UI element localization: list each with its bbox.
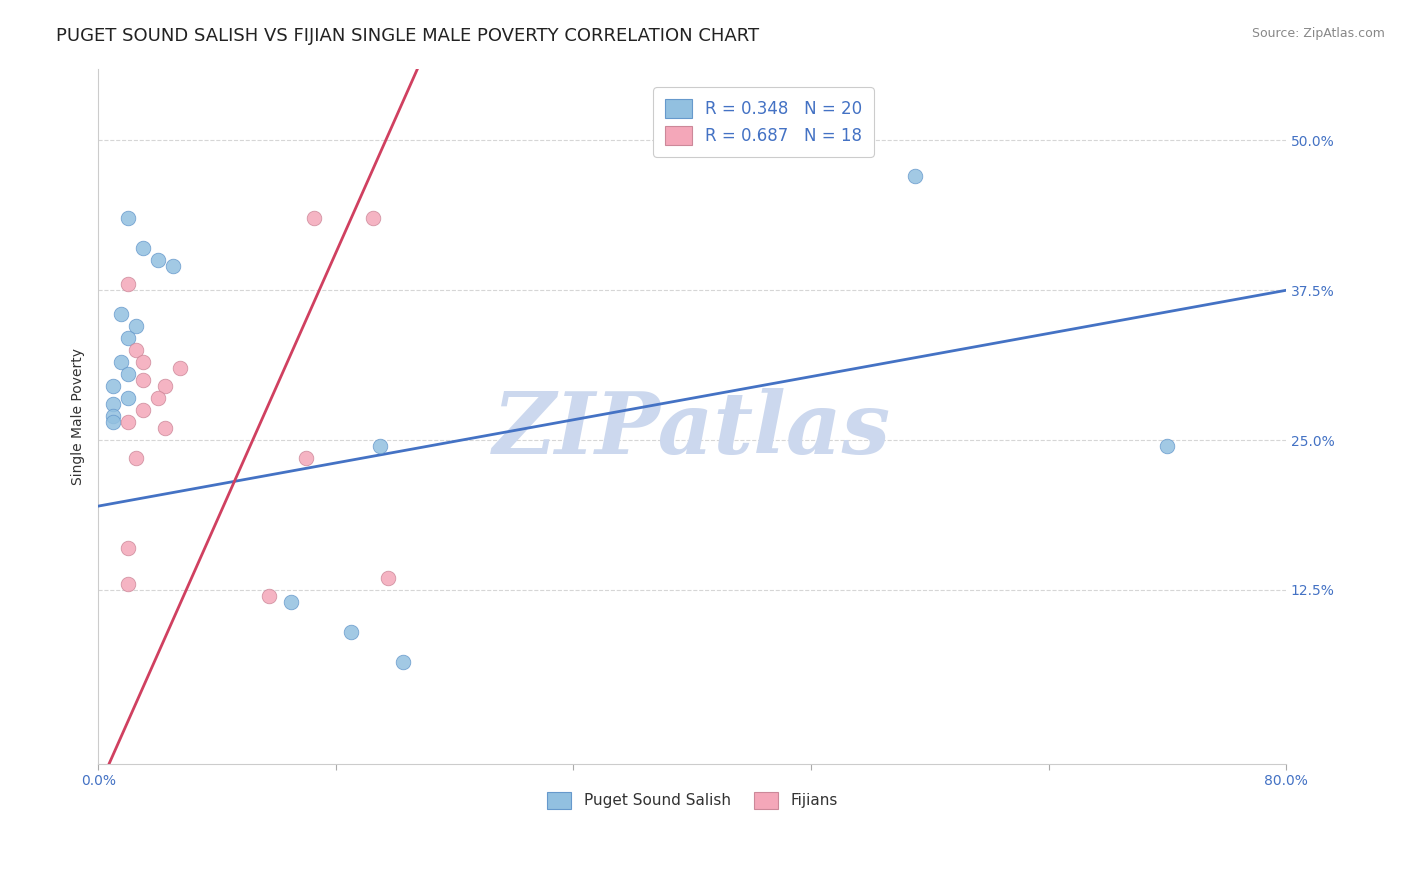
Point: [132, 373, 155, 387]
Point: [361, 211, 384, 226]
Text: Source: ZipAtlas.com: Source: ZipAtlas.com: [1251, 27, 1385, 40]
Point: [377, 571, 399, 585]
Point: [117, 415, 139, 429]
Point: [146, 391, 169, 405]
Y-axis label: Single Male Poverty: Single Male Poverty: [72, 348, 86, 484]
Point: [103, 415, 125, 429]
Point: [103, 379, 125, 393]
Point: [117, 577, 139, 591]
Point: [904, 169, 927, 184]
Point: [1156, 439, 1178, 453]
Point: [124, 343, 146, 358]
Point: [146, 253, 169, 268]
Point: [370, 439, 392, 453]
Text: ZIPatlas: ZIPatlas: [494, 388, 891, 472]
Point: [302, 211, 325, 226]
Point: [117, 331, 139, 345]
Point: [132, 403, 155, 417]
Point: [132, 241, 155, 255]
Point: [117, 277, 139, 292]
Point: [103, 397, 125, 411]
Point: [103, 409, 125, 424]
Point: [155, 379, 177, 393]
Point: [124, 319, 146, 334]
Legend: Puget Sound Salish, Fijians: Puget Sound Salish, Fijians: [541, 786, 844, 815]
Point: [110, 307, 132, 321]
Point: [295, 451, 318, 466]
Point: [391, 655, 413, 669]
Text: PUGET SOUND SALISH VS FIJIAN SINGLE MALE POVERTY CORRELATION CHART: PUGET SOUND SALISH VS FIJIAN SINGLE MALE…: [56, 27, 759, 45]
Point: [280, 595, 302, 609]
Point: [132, 355, 155, 369]
Point: [117, 211, 139, 226]
Point: [162, 260, 184, 274]
Point: [117, 541, 139, 555]
Point: [110, 355, 132, 369]
Point: [169, 361, 191, 376]
Point: [117, 368, 139, 382]
Point: [117, 391, 139, 405]
Point: [340, 624, 363, 639]
Point: [124, 451, 146, 466]
Point: [155, 421, 177, 435]
Point: [257, 589, 280, 603]
